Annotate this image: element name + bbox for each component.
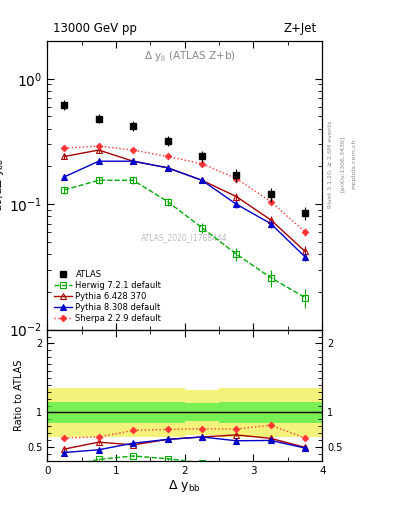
Y-axis label: Ratio to ATLAS: Ratio to ATLAS	[14, 359, 24, 431]
Text: Rivet 3.1.10, ≥ 2.6M events: Rivet 3.1.10, ≥ 2.6M events	[328, 120, 333, 207]
Text: $\Delta$ y$_{\mathsf{jj}}$ (ATLAS Z+b): $\Delta$ y$_{\mathsf{jj}}$ (ATLAS Z+b)	[144, 50, 236, 64]
Text: Z+Jet: Z+Jet	[283, 22, 317, 35]
Text: [arXiv:1306.3436]: [arXiv:1306.3436]	[340, 136, 345, 192]
X-axis label: $\Delta$ y$_{\mathsf{bb}}$: $\Delta$ y$_{\mathsf{bb}}$	[169, 478, 201, 495]
Text: 13000 GeV pp: 13000 GeV pp	[53, 22, 136, 35]
Legend: ATLAS, Herwig 7.2.1 default, Pythia 6.428 370, Pythia 8.308 default, Sherpa 2.2.: ATLAS, Herwig 7.2.1 default, Pythia 6.42…	[51, 267, 164, 326]
Y-axis label: d$\sigma$/d$\Delta$ y$_{\mathsf{bb}}$: d$\sigma$/d$\Delta$ y$_{\mathsf{bb}}$	[0, 158, 6, 212]
Text: mcplots.cern.ch: mcplots.cern.ch	[352, 139, 357, 189]
Text: ATLAS_2020_I1788444: ATLAS_2020_I1788444	[141, 233, 228, 242]
